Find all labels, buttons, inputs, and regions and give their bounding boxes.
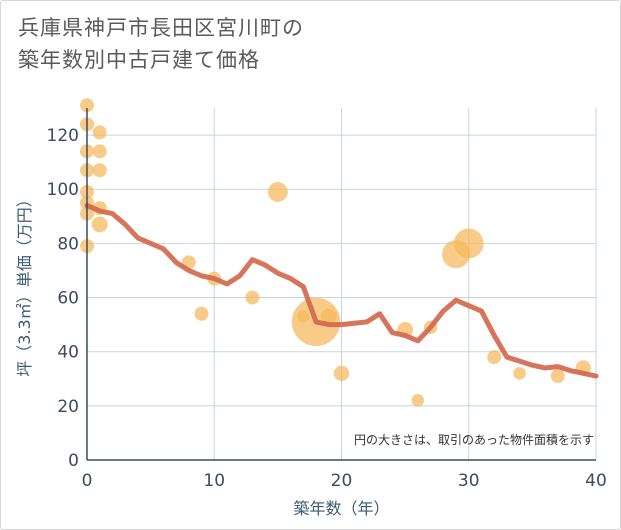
bubble-point: [92, 163, 107, 178]
bubble-point: [267, 182, 288, 202]
bubble-point: [80, 98, 94, 113]
tick-labels: 0 10 20 30 40 0 20 40 60 80 100 120: [47, 126, 607, 491]
bubble-point: [333, 365, 350, 382]
trend-line: [84, 202, 599, 379]
bubble-point: [194, 306, 209, 321]
y-tick-label: 100: [47, 180, 79, 200]
bubble-point: [411, 394, 425, 407]
x-tick-label: 0: [82, 471, 93, 491]
x-axis-title: 築年数（年）: [293, 499, 389, 518]
bubble-point: [91, 216, 108, 233]
x-tick-label: 30: [458, 471, 480, 491]
bubble-point: [92, 125, 107, 140]
chart-title-line-2: 築年数別中古戸建て価格: [18, 48, 260, 72]
x-tick-label: 40: [585, 471, 607, 491]
axes: [86, 108, 596, 461]
chart-title-line-1: 兵庫県神戸市長田区宮川町の: [18, 16, 304, 40]
bubble-point: [487, 350, 502, 365]
bubble-size-note: 円の大きさは、取引のあった物件面積を示す: [354, 432, 594, 447]
x-tick-label: 10: [203, 471, 225, 491]
y-tick-label: 80: [57, 234, 79, 254]
y-axis-title: 坪（3.3㎡）単価（万円）: [15, 191, 34, 376]
x-tick-label: 20: [331, 471, 353, 491]
grid-lines: [87, 108, 597, 460]
bubble-point: [453, 228, 484, 259]
y-tick-label: 20: [57, 397, 79, 417]
chart-title: 兵庫県神戸市長田区宮川町の 築年数別中古戸建て価格: [18, 12, 304, 76]
bubble-point: [550, 369, 565, 384]
bubble-point: [92, 144, 107, 159]
bubble-point: [513, 367, 526, 380]
trend-line-layer: [84, 202, 599, 379]
y-tick-label: 0: [68, 451, 79, 471]
y-tick-label: 120: [47, 126, 79, 146]
y-tick-label: 40: [57, 343, 79, 363]
y-tick-label: 60: [57, 289, 79, 309]
bubble-point: [245, 290, 260, 305]
bubble-point: [320, 308, 337, 325]
